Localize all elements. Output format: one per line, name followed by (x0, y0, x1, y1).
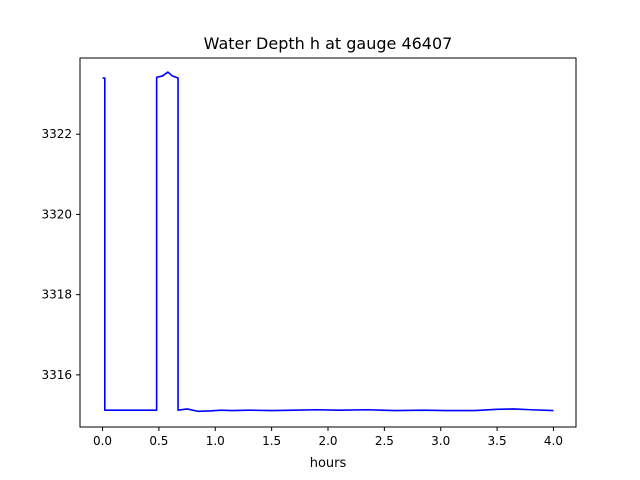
x-tick-label: 4.0 (544, 434, 563, 448)
x-tick-label: 1.0 (206, 434, 225, 448)
y-tick-label: 3316 (41, 368, 72, 382)
x-tick-label: 2.0 (318, 434, 337, 448)
x-axis: 0.0 0.5 1.0 1.5 2.0 2.5 3.0 3.5 4.0 (93, 427, 563, 448)
y-tick-label: 3322 (41, 127, 72, 141)
x-tick-label: 2.5 (375, 434, 394, 448)
x-tick-label: 3.5 (488, 434, 507, 448)
x-tick-label: 3.0 (431, 434, 450, 448)
y-tick-label: 3320 (41, 207, 72, 221)
x-axis-label: hours (310, 456, 347, 471)
plot-area (102, 71, 554, 413)
y-tick-label: 3318 (41, 288, 72, 302)
x-tick-label: 0.5 (149, 434, 168, 448)
x-tick-label: 1.5 (262, 434, 281, 448)
y-axis: 3316 3318 3320 3322 (41, 127, 80, 382)
series-line-0 (102, 71, 554, 413)
chart-title: Water Depth h at gauge 46407 (204, 34, 453, 53)
x-tick-label: 0.0 (93, 434, 112, 448)
